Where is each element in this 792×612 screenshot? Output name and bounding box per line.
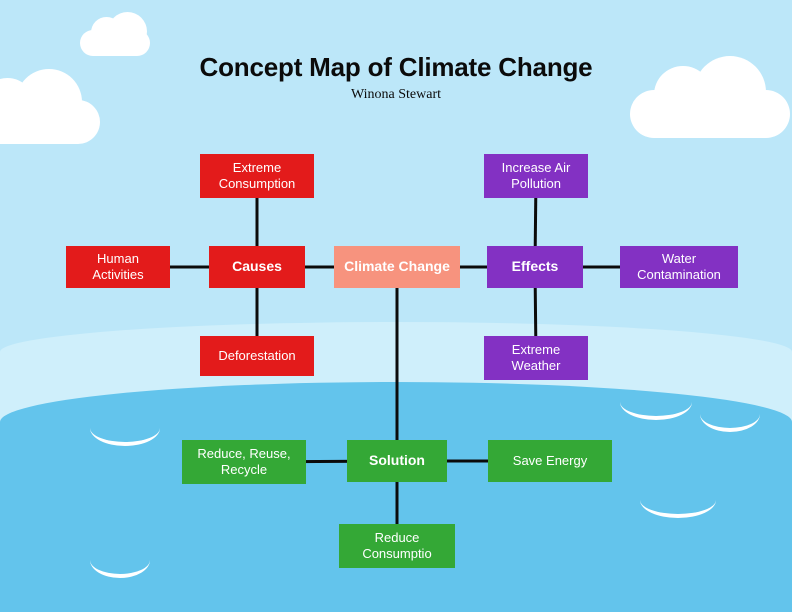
node-causes: Causes	[209, 246, 305, 288]
node-effects: Effects	[487, 246, 583, 288]
node-sol_bottom: Reduce Consumptio	[339, 524, 455, 568]
node-label: Solution	[369, 452, 425, 470]
node-label: Reduce Consumptio	[349, 530, 445, 563]
node-center: Climate Change	[334, 246, 460, 288]
node-label: Extreme Consumption	[210, 160, 304, 193]
node-cause_top: Extreme Consumption	[200, 154, 314, 198]
node-solution: Solution	[347, 440, 447, 482]
node-effect_right: Water Contamination	[620, 246, 738, 288]
node-sol_right: Save Energy	[488, 440, 612, 482]
node-sol_left: Reduce, Reuse, Recycle	[182, 440, 306, 484]
node-effect_bottom: Extreme Weather	[484, 336, 588, 380]
cloud-icon	[0, 100, 100, 144]
node-label: Deforestation	[218, 348, 295, 364]
node-label: Climate Change	[344, 258, 450, 276]
node-label: Causes	[232, 258, 282, 276]
node-cause_left: Human Activities	[66, 246, 170, 288]
author-name: Winona Stewart	[0, 87, 792, 103]
node-label: Water Contamination	[630, 251, 728, 284]
page-title: Concept Map of Climate Change	[0, 52, 792, 83]
node-label: Human Activities	[76, 251, 160, 284]
node-cause_bottom: Deforestation	[200, 336, 314, 376]
node-label: Save Energy	[513, 453, 587, 469]
header: Concept Map of Climate Change Winona Ste…	[0, 52, 792, 103]
canvas: Concept Map of Climate Change Winona Ste…	[0, 0, 792, 612]
node-label: Increase Air Pollution	[494, 160, 578, 193]
node-label: Extreme Weather	[494, 342, 578, 375]
node-label: Reduce, Reuse, Recycle	[192, 446, 296, 479]
node-effect_top: Increase Air Pollution	[484, 154, 588, 198]
node-label: Effects	[512, 258, 559, 276]
